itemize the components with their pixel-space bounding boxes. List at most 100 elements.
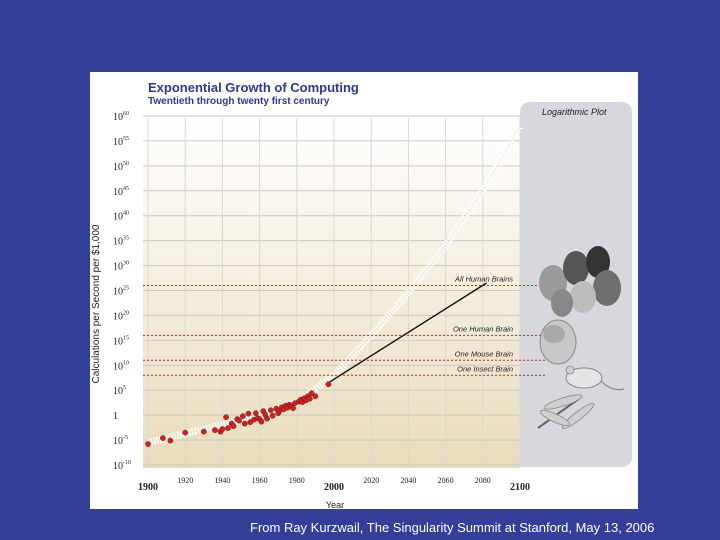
- data-point: [267, 407, 274, 414]
- y-tick-base: 10: [113, 336, 123, 347]
- y-tick-label: 1060: [113, 111, 129, 123]
- data-point: [167, 437, 174, 444]
- data-point: [253, 410, 259, 416]
- y-tick-base: 10: [113, 112, 123, 123]
- y-tick-exponent: 20: [123, 310, 129, 316]
- y-tick-exponent: 35: [123, 236, 129, 242]
- y-tick-label: 1010: [113, 360, 129, 372]
- y-tick-label: 1025: [113, 286, 129, 298]
- chart-subtitle: Twentieth through twenty first century: [148, 96, 330, 107]
- x-tick-label: 2040: [400, 476, 416, 485]
- data-point: [258, 418, 265, 425]
- dragonfly-illustration: [537, 394, 595, 430]
- y-tick-base: 10: [113, 162, 123, 173]
- x-tick-label: 1900: [138, 482, 158, 493]
- data-point: [306, 395, 313, 402]
- x-tick-label: 1960: [252, 476, 268, 485]
- chart-title: Exponential Growth of Computing: [148, 80, 359, 95]
- human-heads-illustration: [539, 246, 621, 317]
- y-tick-exponent: 15: [123, 335, 129, 341]
- y-tick-exponent: -5: [123, 435, 128, 441]
- data-point: [219, 426, 226, 432]
- threshold-label: One Mouse Brain: [455, 349, 513, 358]
- y-tick-exponent: -10: [123, 460, 131, 466]
- x-tick-label: 1920: [177, 476, 193, 485]
- y-tick-label: 1050: [113, 161, 129, 173]
- y-tick-label: 1020: [113, 310, 129, 322]
- data-point: [290, 405, 296, 412]
- legend-label: Logarithmic Plot: [542, 107, 607, 117]
- y-tick-exponent: 60: [123, 111, 129, 117]
- mouse-illustration: [565, 365, 625, 391]
- data-point: [182, 429, 189, 436]
- y-tick-exponent: 25: [123, 286, 129, 292]
- y-tick-label: 1055: [113, 136, 129, 148]
- y-tick-base: 10: [113, 311, 123, 322]
- footer-credit: From Ray Kurzwail, The Singularity Summi…: [250, 520, 655, 535]
- y-tick-exponent: 40: [123, 211, 129, 217]
- y-tick-label: 1030: [113, 261, 129, 273]
- data-point: [264, 415, 270, 422]
- y-tick-base: 10: [113, 237, 123, 248]
- y-tick-base: 10: [113, 436, 123, 447]
- x-tick-label: 2060: [438, 476, 454, 485]
- data-point: [145, 441, 151, 447]
- y-tick-label: 10-10: [113, 460, 131, 472]
- x-tick-label: 2000: [324, 482, 344, 493]
- y-tick-base: 10: [113, 262, 123, 273]
- threshold-label: All Human Brains: [454, 275, 513, 284]
- data-point: [230, 423, 237, 429]
- threshold-label: One Insect Brain: [457, 364, 513, 373]
- y-tick-base: 10: [113, 212, 123, 223]
- y-tick-base: 1: [113, 411, 118, 422]
- data-point: [160, 435, 166, 441]
- data-point: [325, 381, 332, 388]
- human-brain-illustration: [539, 319, 577, 365]
- data-point: [308, 390, 315, 397]
- data-point: [200, 428, 207, 435]
- y-tick-base: 10: [113, 361, 123, 372]
- trend-line: [328, 282, 487, 384]
- y-tick-label: 1040: [113, 211, 129, 223]
- x-tick-label: 1980: [289, 476, 305, 485]
- data-point: [240, 413, 246, 419]
- y-tick-exponent: 5: [123, 385, 126, 391]
- data-point: [236, 417, 242, 424]
- grid: [143, 115, 521, 468]
- data-point: [312, 393, 319, 400]
- threshold-lines: All Human Brains One Human Brain One Mouse…: [143, 275, 545, 376]
- data-point: [223, 414, 229, 420]
- y-tick-exponent: 10: [123, 360, 129, 366]
- data-points: [145, 381, 332, 447]
- y-tick-base: 10: [113, 187, 123, 198]
- y-tick-label: 1035: [113, 236, 129, 248]
- data-point: [225, 425, 231, 431]
- y-tick-base: 10: [113, 386, 123, 397]
- y-tick-label: 10-5: [113, 435, 128, 447]
- x-axis-ticks: 1900 1920 1940 1960 1980 2000 2020 2040 2060 2080…: [138, 476, 530, 493]
- y-tick-base: 10: [113, 137, 123, 148]
- y-tick-label: 1045: [113, 186, 129, 198]
- x-axis-label: Year: [326, 500, 344, 510]
- x-tick-label: 2020: [363, 476, 379, 485]
- y-tick-base: 10: [113, 461, 123, 472]
- data-point: [269, 412, 276, 419]
- y-tick-exponent: 30: [123, 261, 129, 267]
- y-tick-exponent: 55: [123, 136, 129, 142]
- y-tick-label: 1: [113, 411, 118, 422]
- threshold-label: One Human Brain: [453, 324, 513, 333]
- x-tick-label: 2080: [475, 476, 491, 485]
- y-tick-label: 105: [113, 385, 126, 397]
- trend-line-segment: [328, 282, 487, 384]
- plot-area: [143, 118, 520, 468]
- x-tick-label: 1940: [214, 476, 230, 485]
- y-axis-label: Calculations per Second per $1,000: [91, 224, 102, 383]
- y-tick-base: 10: [113, 287, 123, 298]
- data-point: [212, 427, 218, 433]
- y-tick-exponent: 45: [123, 186, 129, 192]
- x-tick-label: 2100: [510, 482, 530, 493]
- y-tick-exponent: 50: [123, 161, 129, 167]
- y-tick-label: 1015: [113, 335, 129, 347]
- y-axis-ticks: 1060105510501045104010351030102510201015…: [113, 111, 131, 472]
